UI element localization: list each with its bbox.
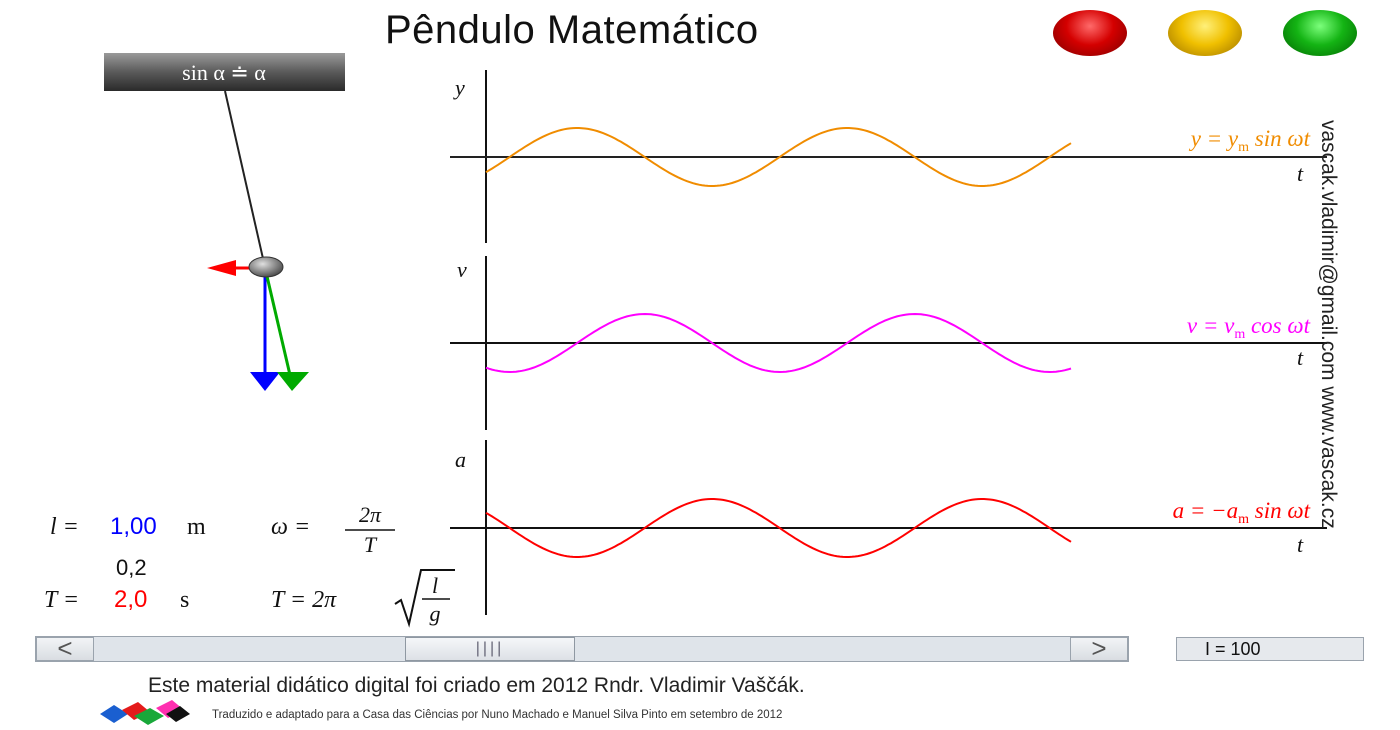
y-graph-time-label: t bbox=[1297, 161, 1304, 186]
pendulum-support: sin α ≐ α bbox=[104, 53, 345, 91]
displacement-formula: y = ym sin ωt bbox=[1189, 126, 1311, 155]
velocity-curve bbox=[485, 312, 1072, 374]
displacement-curve bbox=[485, 127, 1072, 187]
play-button[interactable] bbox=[1283, 10, 1357, 56]
acceleration-curve bbox=[485, 498, 1072, 558]
v-axis-label: v bbox=[457, 257, 467, 282]
pendulum-string bbox=[224, 90, 265, 264]
acceleration-formula: a = −am sin ωt bbox=[1173, 498, 1311, 527]
period-denominator: g bbox=[430, 601, 441, 626]
tension-arrowhead bbox=[277, 372, 309, 391]
gravity-arrowhead bbox=[250, 372, 280, 391]
scroll-left-button[interactable]: < bbox=[36, 635, 94, 661]
length-label: l = bbox=[50, 514, 79, 540]
page-title: Pêndulo Matemático bbox=[385, 8, 759, 52]
step-counter: I = 100 bbox=[1176, 637, 1364, 661]
period-value[interactable]: 2,0 bbox=[114, 586, 147, 613]
a-graph-time-label: t bbox=[1297, 532, 1304, 557]
square-root-sign bbox=[394, 569, 455, 628]
small-angle-approximation: sin α ≐ α bbox=[182, 60, 266, 85]
restoring-force-arrowhead bbox=[207, 260, 236, 276]
coefficient-value: 0,2 bbox=[116, 555, 147, 580]
pendulum-bob bbox=[248, 256, 284, 278]
a-axis-label: a bbox=[455, 447, 466, 472]
author-contact: vascak.vladimir@gmail.com www.vascak.cz bbox=[1317, 120, 1340, 529]
scroll-right-button[interactable]: > bbox=[1070, 635, 1128, 661]
time-scrollbar[interactable]: < |||| > bbox=[35, 635, 1129, 662]
scroll-thumb[interactable]: |||| bbox=[405, 637, 575, 661]
pause-button[interactable] bbox=[1168, 10, 1242, 56]
period-numerator: l bbox=[432, 573, 438, 598]
tension-vector bbox=[264, 271, 292, 376]
omega-formula-lhs: ω = bbox=[271, 514, 310, 540]
casa-das-ciencias-logo bbox=[100, 700, 190, 725]
omega-numerator: 2π bbox=[359, 502, 382, 527]
period-label: T = bbox=[44, 587, 79, 613]
period-formula-lhs: T = 2π bbox=[271, 587, 337, 613]
omega-denominator: T bbox=[364, 532, 378, 557]
length-value[interactable]: 1,00 bbox=[110, 513, 157, 540]
period-unit: s bbox=[180, 587, 189, 613]
credit-line: Este material didático digital foi criad… bbox=[148, 674, 805, 697]
stop-button[interactable] bbox=[1053, 10, 1127, 56]
translator-credit: Traduzido e adaptado para a Casa das Ciê… bbox=[212, 709, 783, 721]
length-unit: m bbox=[187, 514, 206, 540]
v-graph-time-label: t bbox=[1297, 345, 1304, 370]
y-axis-label: y bbox=[453, 75, 465, 100]
velocity-formula: v = vm cos ωt bbox=[1187, 313, 1311, 342]
